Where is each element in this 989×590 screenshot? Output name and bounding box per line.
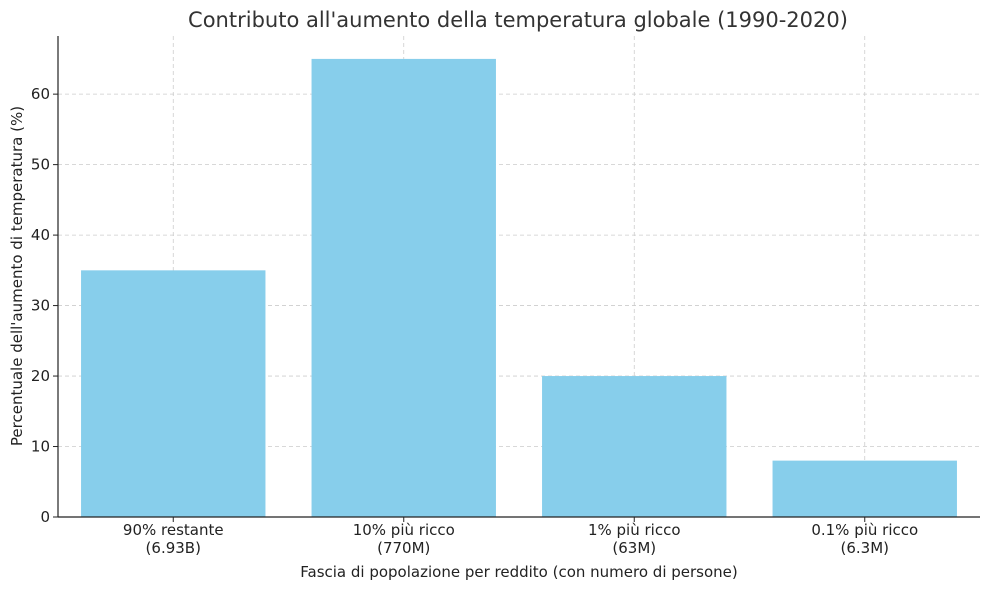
y-tick-label: 20 <box>31 367 50 385</box>
x-tick-label: 90% restante <box>123 521 224 539</box>
x-tick-label: (63M) <box>612 539 656 557</box>
chart-title: Contributo all'aumento della temperatura… <box>188 8 848 32</box>
x-tick-label: (770M) <box>377 539 430 557</box>
x-tick-label: (6.93B) <box>146 539 201 557</box>
y-tick-label: 10 <box>31 438 50 456</box>
y-ticks: 0 10 20 30 40 50 60 <box>31 85 58 526</box>
x-axis-label: Fascia di popolazione per reddito (con n… <box>300 563 738 581</box>
x-tick-label: 0.1% più ricco <box>811 521 918 539</box>
x-ticks: 90% restante(6.93B) 10% più ricco(770M) 1%… <box>123 517 918 557</box>
x-tick-label: (6.3M) <box>840 539 889 557</box>
bar-2 <box>542 376 727 517</box>
y-axis-label: Percentuale dell'aumento di temperatura … <box>8 106 26 446</box>
axes <box>57 36 980 518</box>
y-tick-label: 40 <box>31 226 50 244</box>
y-tick-label: 30 <box>31 297 50 315</box>
bars <box>81 58 957 518</box>
bar-1 <box>311 58 496 518</box>
y-tick-label: 50 <box>31 156 50 174</box>
x-tick-label: 10% più ricco <box>353 521 455 539</box>
bar-3 <box>772 460 957 517</box>
y-tick-label: 0 <box>40 508 50 526</box>
y-tick-label: 60 <box>31 85 50 103</box>
bar-0 <box>81 270 266 517</box>
x-tick-label: 1% più ricco <box>588 521 681 539</box>
